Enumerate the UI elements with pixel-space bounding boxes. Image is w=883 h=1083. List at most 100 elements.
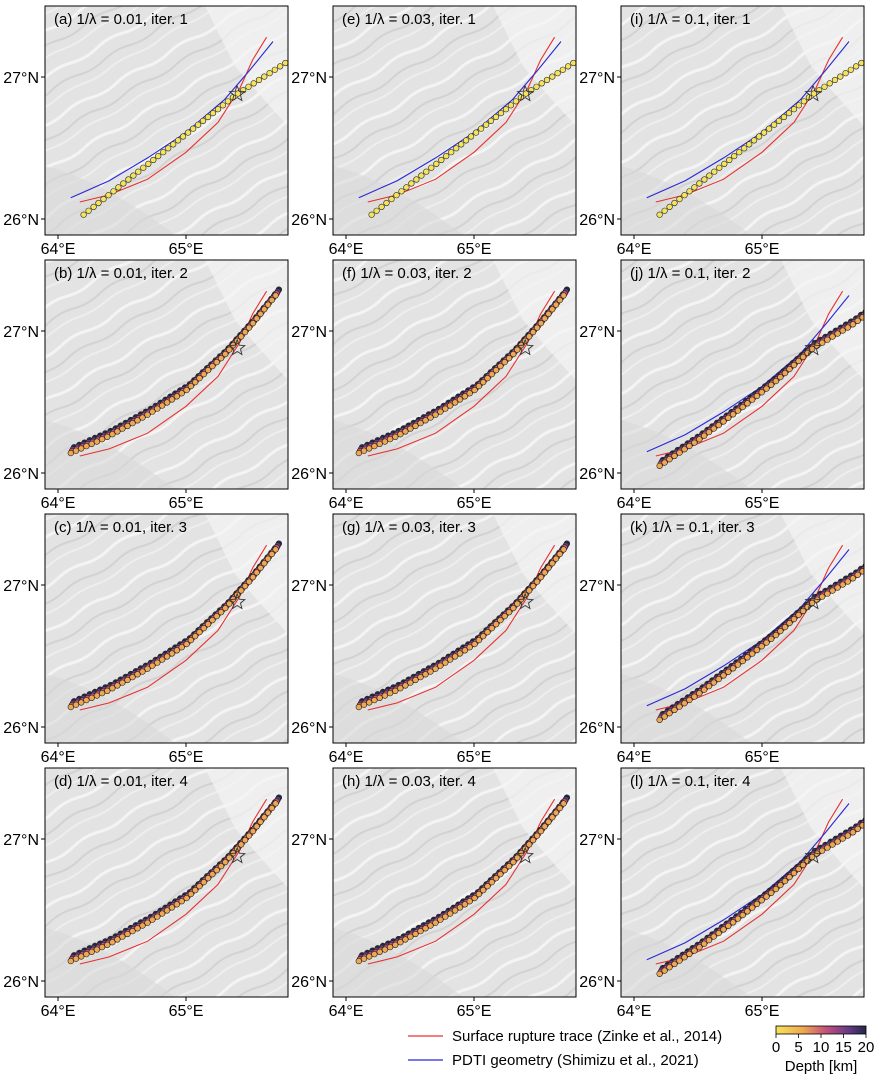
fault-point	[834, 838, 841, 845]
fault-point	[110, 188, 117, 195]
fault-point	[781, 370, 789, 377]
fault-point	[736, 149, 743, 156]
fault-point	[209, 871, 216, 878]
fault-point	[741, 145, 748, 152]
fault-point	[676, 196, 683, 203]
fault-point	[666, 710, 673, 717]
fault-point	[866, 563, 872, 569]
fault-point	[376, 440, 383, 448]
fault-point	[720, 672, 727, 679]
fault-point	[261, 814, 268, 821]
fault-point	[537, 320, 545, 327]
fault-point	[458, 141, 465, 148]
fault-point	[701, 940, 708, 947]
fault-point	[438, 156, 445, 164]
y-tick-label: 27°N	[3, 324, 39, 341]
fault-point	[213, 613, 220, 620]
panel-frame	[620, 5, 865, 236]
fault-point	[514, 600, 521, 607]
fault-point	[93, 692, 100, 699]
fault-point	[72, 955, 80, 962]
fault-point	[466, 644, 473, 651]
panel-frame	[332, 513, 577, 744]
fault-point	[266, 70, 273, 77]
fault-point	[381, 438, 389, 445]
relief-highlight	[781, 260, 864, 380]
fault-point	[872, 304, 878, 310]
fault-point	[559, 66, 566, 73]
fault-point	[226, 600, 233, 607]
fault-point	[471, 640, 478, 648]
map-panel: (e) 1/λ = 0.03, iter. 1 64°E 65°E 26°N 27°N	[291, 5, 577, 258]
fault-point	[671, 452, 678, 460]
fault-point	[549, 560, 556, 567]
fault-point	[786, 619, 793, 627]
relief-shadow	[45, 166, 175, 235]
fault-point	[104, 687, 111, 695]
fault-point	[164, 907, 171, 914]
fault-point	[510, 351, 517, 358]
fault-point	[484, 629, 491, 636]
fault-point	[378, 203, 385, 210]
fault-point	[253, 569, 260, 576]
fault-point	[765, 125, 773, 132]
map-panel: (g) 1/λ = 0.03, iter. 3 64°E 65°E 26°N 27°N	[291, 513, 577, 766]
fault-point	[183, 894, 190, 902]
fault-point	[686, 188, 693, 195]
map-panel: (f) 1/λ = 0.03, iter. 2 64°E 65°E 26°N 27°N	[291, 259, 577, 512]
fault-point	[876, 556, 882, 562]
fault-point	[739, 404, 746, 411]
fault-point	[246, 324, 253, 331]
fault-point	[824, 336, 831, 343]
map-panel: (h) 1/λ = 0.03, iter. 4 64°E 65°E 26°N 27°N	[291, 767, 577, 1020]
fault-point	[781, 877, 789, 885]
fault-point	[437, 408, 444, 415]
fault-point	[686, 442, 693, 450]
fault-point	[432, 919, 439, 926]
x-tick-label: 64°E	[617, 241, 652, 258]
x-tick-label: 65°E	[169, 749, 204, 766]
fault-point	[725, 922, 732, 930]
fault-point	[475, 636, 483, 644]
panel-frame	[332, 259, 577, 490]
fault-point	[870, 562, 876, 568]
fault-point	[413, 176, 420, 183]
x-tick-label: 64°E	[41, 749, 76, 766]
fault-point	[139, 668, 146, 675]
fault-point	[681, 954, 688, 961]
fault-point	[799, 607, 807, 615]
fault-point	[501, 613, 508, 620]
y-tick-label: 27°N	[3, 578, 39, 595]
fault-point	[487, 117, 495, 124]
fault-point	[407, 933, 414, 940]
fault-point	[173, 393, 180, 400]
fault-point	[859, 822, 864, 829]
fault-point	[224, 98, 231, 105]
fault-point	[417, 928, 424, 935]
fault-point	[554, 70, 561, 77]
fault-point	[205, 875, 212, 882]
fault-point	[125, 176, 132, 183]
fault-point	[205, 621, 212, 628]
fault-point	[552, 555, 560, 562]
fault-point	[124, 422, 131, 430]
fault-point	[209, 109, 217, 117]
fault-point	[768, 381, 775, 389]
fault-point	[144, 665, 151, 672]
x-tick-label: 64°E	[41, 1003, 76, 1020]
panel-frame	[44, 5, 289, 236]
fault-point	[249, 320, 256, 327]
fault-point	[397, 685, 404, 692]
fault-point	[729, 665, 737, 672]
fault-point	[242, 329, 249, 336]
fault-point	[408, 180, 415, 187]
fault-point	[461, 647, 469, 654]
fault-point	[452, 653, 459, 660]
fault-point	[373, 207, 380, 214]
fault-point	[533, 832, 541, 839]
fault-point	[135, 168, 142, 175]
y-tick-label: 27°N	[579, 324, 615, 341]
fault-point	[545, 564, 552, 572]
fault-point	[785, 109, 793, 117]
fault-point	[839, 835, 846, 842]
